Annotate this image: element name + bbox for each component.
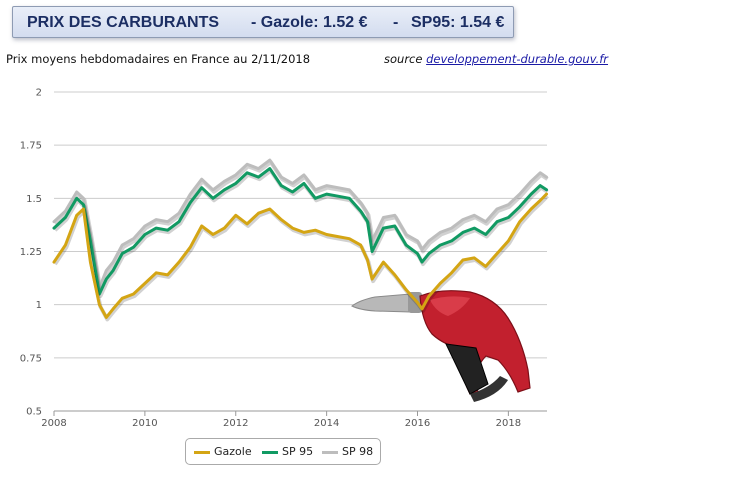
source-label: source xyxy=(384,52,423,66)
y-tick-label: 2 xyxy=(36,88,42,99)
legend-item-sp98[interactable]: SP 98 xyxy=(322,445,373,458)
x-tick-label: 2016 xyxy=(405,418,430,429)
axes: 0.5 0.75 1 1.25 1.5 1.75 2 2008 2010 2012 2014 2016… xyxy=(20,88,547,429)
price-separator: - xyxy=(393,14,399,31)
x-tick-label: 2018 xyxy=(496,418,521,429)
sp95-price: SP95: 1.54 € xyxy=(411,14,505,31)
series-line-sp95[interactable] xyxy=(52,167,548,296)
y-tick-label: 1 xyxy=(36,300,42,311)
legend: Gazole SP 95 SP 98 xyxy=(185,438,381,465)
legend-item-gazole[interactable]: Gazole xyxy=(194,445,252,458)
series-lines xyxy=(52,158,549,322)
y-tick-label: 1.5 xyxy=(26,194,42,205)
series-shadow-sp98 xyxy=(53,160,549,292)
x-tick-label: 2014 xyxy=(314,418,339,429)
legend-label-sp95: SP 95 xyxy=(282,445,314,458)
y-tick-label: 0.5 xyxy=(26,407,42,418)
title-banner: PRIX DES CARBURANTS - Gazole: 1.52 € - S… xyxy=(12,6,514,38)
source-line: source developpement-durable.gouv.fr xyxy=(384,52,608,66)
series-line-sp98[interactable] xyxy=(52,158,548,290)
legend-swatch-sp98 xyxy=(322,450,338,454)
series-line-gazole[interactable] xyxy=(52,192,548,319)
y-tick-label: 0.75 xyxy=(20,353,42,364)
chart-subtitle: Prix moyens hebdomadaires en France au 2… xyxy=(6,52,311,66)
fuel-nozzle-icon xyxy=(351,290,531,402)
chart-title: PRIX DES CARBURANTS xyxy=(27,14,220,31)
x-tick-label: 2010 xyxy=(132,418,157,429)
y-tick-label: 1.75 xyxy=(20,141,42,152)
legend-swatch-sp95 xyxy=(262,450,278,454)
legend-label-gazole: Gazole xyxy=(214,445,252,458)
legend-item-sp95[interactable]: SP 95 xyxy=(262,445,313,458)
gazole-price: - Gazole: 1.52 € xyxy=(251,14,368,31)
legend-label-sp98: SP 98 xyxy=(342,445,374,458)
source-link[interactable]: developpement-durable.gouv.fr xyxy=(426,52,609,66)
legend-swatch-gazole xyxy=(194,450,210,454)
x-tick-label: 2012 xyxy=(223,418,248,429)
series-shadow-gazole xyxy=(53,194,549,322)
x-tick-label: 2008 xyxy=(41,418,66,429)
y-tick-label: 1.25 xyxy=(20,247,42,258)
